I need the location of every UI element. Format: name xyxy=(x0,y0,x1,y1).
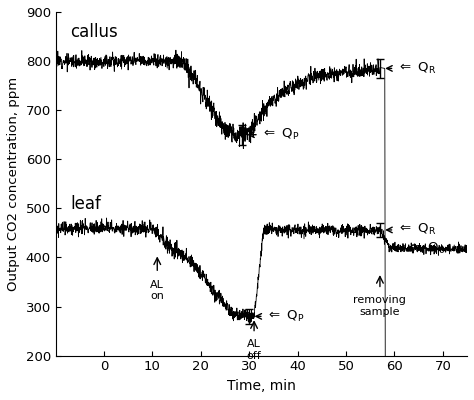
Y-axis label: Output CO2 concentration, ppm: Output CO2 concentration, ppm xyxy=(7,77,20,291)
Text: $\Leftarrow$ Q$_\mathrm{P}$: $\Leftarrow$ Q$_\mathrm{P}$ xyxy=(261,127,300,142)
Text: $\Leftarrow$ Q$_\mathrm{P}$: $\Leftarrow$ Q$_\mathrm{P}$ xyxy=(266,309,304,324)
Text: AL
on: AL on xyxy=(150,280,164,301)
Text: $\Leftarrow$ Q$_\mathrm{R}$: $\Leftarrow$ Q$_\mathrm{R}$ xyxy=(397,61,436,76)
Text: removing
sample: removing sample xyxy=(354,295,406,317)
Text: $\Leftarrow$ Q$_\mathrm{0}$: $\Leftarrow$ Q$_\mathrm{0}$ xyxy=(407,241,445,256)
Text: leaf: leaf xyxy=(70,196,101,214)
X-axis label: Time, min: Time, min xyxy=(227,379,296,393)
Text: callus: callus xyxy=(70,22,118,40)
Text: AL
off: AL off xyxy=(246,339,262,360)
Text: $\Leftarrow$ Q$_\mathrm{R}$: $\Leftarrow$ Q$_\mathrm{R}$ xyxy=(397,222,436,238)
